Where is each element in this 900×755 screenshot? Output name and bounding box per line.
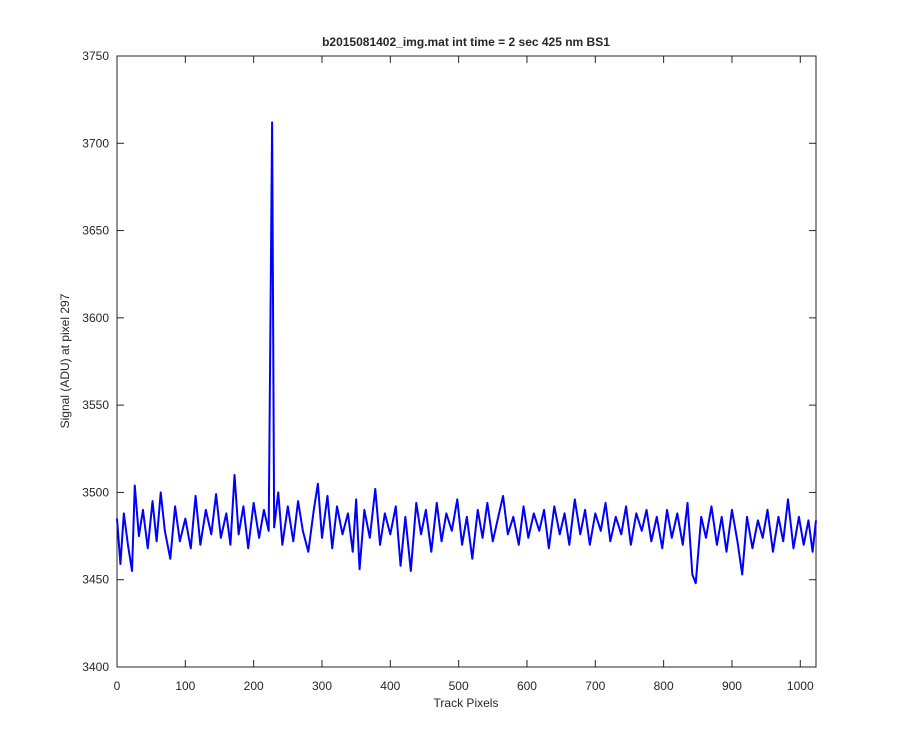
y-tick-label: 3600 <box>82 311 109 325</box>
y-axis-label: Signal (ADU) at pixel 297 <box>58 293 72 428</box>
x-tick-label: 600 <box>517 679 537 693</box>
y-tick-label: 3750 <box>82 49 109 63</box>
y-tick-label: 3700 <box>82 136 109 150</box>
x-tick-label: 300 <box>312 679 332 693</box>
x-tick-label: 500 <box>449 679 469 693</box>
x-tick-label: 1000 <box>787 679 814 693</box>
y-tick-label: 3550 <box>82 398 109 412</box>
x-tick-label: 100 <box>175 679 195 693</box>
y-tick-label: 3650 <box>82 224 109 238</box>
chart-title: b2015081402_img.mat int time = 2 sec 425… <box>322 35 610 49</box>
x-axis-label: Track Pixels <box>434 696 499 710</box>
x-tick-label: 900 <box>722 679 742 693</box>
data-line <box>116 121 817 585</box>
y-tick-label: 3400 <box>82 660 109 674</box>
x-tick-label: 700 <box>585 679 605 693</box>
x-tick-label: 0 <box>114 679 121 693</box>
x-tick-label: 200 <box>244 679 264 693</box>
x-tick-label: 800 <box>654 679 674 693</box>
x-tick-label: 400 <box>380 679 400 693</box>
y-tick-label: 3500 <box>82 485 109 499</box>
axes-box <box>116 55 817 668</box>
y-tick-label: 3450 <box>82 573 109 587</box>
